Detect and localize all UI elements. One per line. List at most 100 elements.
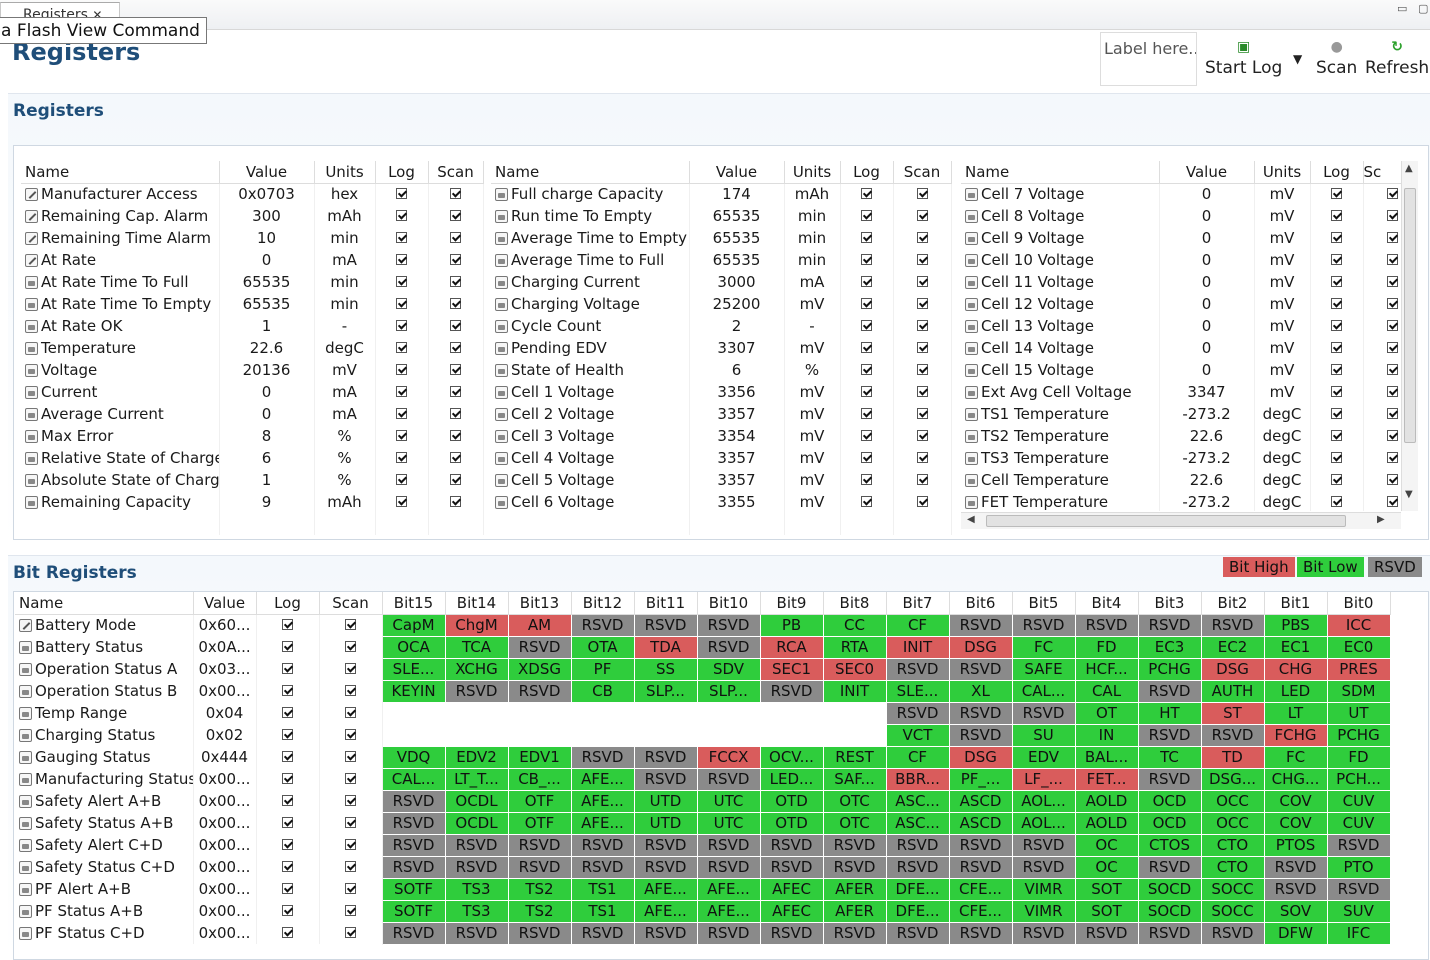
- register-row-cell-2-voltage[interactable]: Cell 2 Voltage 3357 mV: [491, 403, 952, 425]
- bit-cell[interactable]: [507, 723, 572, 747]
- col-header-name[interactable]: Name: [15, 592, 194, 615]
- bit-cell[interactable]: TDA: [633, 635, 698, 659]
- scan-checkbox[interactable]: [916, 408, 928, 419]
- register-row-ts2-temperature[interactable]: TS2 Temperature 22.6 degC: [961, 425, 1401, 447]
- register-row-manufacturer-access[interactable]: Manufacturer Access 0x0703 hex: [21, 183, 484, 205]
- register-row-current[interactable]: Current 0 mA: [21, 381, 484, 403]
- bit-cell[interactable]: VIMR: [1011, 877, 1076, 901]
- bit-register-row-battery-status[interactable]: Battery Status 0x0A... OCA TCA RSVD OTA TDA RSV…: [15, 635, 1391, 659]
- bit-cell[interactable]: RSVD: [507, 833, 572, 857]
- scan-checkbox[interactable]: [916, 342, 928, 353]
- bit-cell[interactable]: LT_T...: [444, 767, 509, 791]
- bit-cell[interactable]: SLE...: [885, 679, 950, 703]
- bit-cell[interactable]: PCH...: [1326, 767, 1391, 791]
- log-checkbox[interactable]: [396, 320, 407, 331]
- bit-cell[interactable]: COV: [1263, 811, 1328, 835]
- bit-cell[interactable]: FET...: [1074, 767, 1139, 791]
- bit-cell[interactable]: AOLD: [1074, 789, 1139, 813]
- bit-cell[interactable]: UTC: [696, 811, 761, 835]
- log-checkbox[interactable]: [396, 408, 407, 419]
- bit-cell[interactable]: CAL...: [381, 767, 446, 791]
- register-row-cell-7-voltage[interactable]: Cell 7 Voltage 0 mV: [961, 183, 1401, 205]
- bit-cell[interactable]: PF_...: [948, 767, 1013, 791]
- register-row-cell-1-voltage[interactable]: Cell 1 Voltage 3356 mV: [491, 381, 952, 403]
- scan-checkbox[interactable]: [1386, 320, 1398, 331]
- log-checkbox[interactable]: [282, 883, 293, 894]
- bit-cell[interactable]: AFE...: [696, 877, 761, 901]
- bit-cell[interactable]: OTF: [507, 789, 572, 813]
- log-checkbox[interactable]: [282, 641, 293, 652]
- bit-cell[interactable]: PRES: [1326, 657, 1391, 681]
- bit-cell[interactable]: TS2: [507, 899, 572, 923]
- bit-cell[interactable]: TCA: [444, 635, 509, 659]
- bit-cell[interactable]: AFER: [822, 877, 887, 901]
- bit-cell[interactable]: RSVD: [381, 855, 446, 879]
- bit-cell[interactable]: RSVD: [1011, 921, 1076, 945]
- scan-checkbox[interactable]: [345, 817, 356, 828]
- register-row-cell-14-voltage[interactable]: Cell 14 Voltage 0 mV: [961, 337, 1401, 359]
- log-checkbox[interactable]: [1331, 430, 1342, 441]
- bit-cell[interactable]: HT: [1137, 701, 1202, 725]
- scan-checkbox[interactable]: [450, 430, 461, 441]
- bit-cell[interactable]: SLP...: [633, 679, 698, 703]
- bit-register-row-operation-status-a[interactable]: Operation Status A 0x03... SLE... XCHG XDSG P…: [15, 657, 1391, 681]
- log-checkbox[interactable]: [396, 364, 407, 375]
- col-header-value[interactable]: Value: [193, 592, 257, 615]
- bit-cell[interactable]: DFE...: [885, 899, 950, 923]
- bit-cell[interactable]: CHG: [1263, 657, 1328, 681]
- scan-checkbox[interactable]: [450, 386, 461, 397]
- bit-cell[interactable]: [507, 701, 572, 725]
- register-row-remaining-cap-alarm[interactable]: Remaining Cap. Alarm 300 mAh: [21, 205, 484, 227]
- register-row-cycle-count[interactable]: Cycle Count 2-: [491, 315, 952, 337]
- scan-checkbox[interactable]: [916, 430, 928, 441]
- scroll-right-icon[interactable]: ▶: [1377, 514, 1385, 525]
- bit-cell[interactable]: SUV: [1326, 899, 1391, 923]
- register-row-voltage[interactable]: Voltage 20136 mV: [21, 359, 484, 381]
- log-checkbox[interactable]: [396, 232, 407, 243]
- bit-cell[interactable]: OCDL: [444, 789, 509, 813]
- bit-cell[interactable]: RSVD: [759, 833, 824, 857]
- register-row-cell-13-voltage[interactable]: Cell 13 Voltage 0 mV: [961, 315, 1401, 337]
- bit-cell[interactable]: RSVD: [1074, 921, 1139, 945]
- register-row-cell-4-voltage[interactable]: Cell 4 Voltage 3357 mV: [491, 447, 952, 469]
- log-checkbox[interactable]: [861, 298, 872, 309]
- bit-register-row-operation-status-b[interactable]: Operation Status B 0x00... KEYIN RSVD RSVD CB…: [15, 679, 1391, 703]
- bit-cell[interactable]: OTC: [822, 789, 887, 813]
- bit-cell[interactable]: RSVD: [696, 921, 761, 945]
- bit-cell[interactable]: OT: [1074, 701, 1139, 725]
- scan-checkbox[interactable]: [1386, 298, 1398, 309]
- scan-checkbox[interactable]: [450, 496, 461, 507]
- bit-cell[interactable]: DSG: [1200, 657, 1265, 681]
- scan-checkbox[interactable]: [1386, 254, 1398, 265]
- registers-horizontal-scrollbar[interactable]: ◀ ▶: [961, 512, 1401, 529]
- scan-checkbox[interactable]: [450, 276, 461, 287]
- register-row-relative-state-of-charge[interactable]: Relative State of Charge 6%: [21, 447, 484, 469]
- scan-checkbox[interactable]: [916, 254, 928, 265]
- log-checkbox[interactable]: [1331, 342, 1342, 353]
- bit-cell[interactable]: ChgM: [444, 613, 509, 637]
- bit-cell[interactable]: TS2: [507, 877, 572, 901]
- bit-cell[interactable]: OTA: [570, 635, 635, 659]
- col-header-bit5[interactable]: Bit5: [1012, 592, 1076, 615]
- bit-cell[interactable]: CTO: [1200, 855, 1265, 879]
- scan-checkbox[interactable]: [450, 320, 461, 331]
- bit-cell[interactable]: RSVD: [885, 855, 950, 879]
- scan-checkbox[interactable]: [1386, 452, 1398, 463]
- register-row-remaining-time-alarm[interactable]: Remaining Time Alarm 10 min: [21, 227, 484, 249]
- bit-cell[interactable]: LF_...: [1011, 767, 1076, 791]
- register-value[interactable]: 300: [219, 205, 315, 227]
- scan-checkbox[interactable]: [345, 707, 356, 718]
- bit-cell[interactable]: RSVD: [759, 855, 824, 879]
- log-checkbox[interactable]: [1331, 452, 1342, 463]
- col-header-units[interactable]: Units: [1254, 161, 1311, 184]
- bit-cell[interactable]: UT: [1326, 701, 1391, 725]
- register-row-at-rate-ok[interactable]: At Rate OK 1-: [21, 315, 484, 337]
- bit-cell[interactable]: ASC...: [885, 789, 950, 813]
- bit-cell[interactable]: AUTH: [1200, 679, 1265, 703]
- col-header-name[interactable]: Name: [21, 161, 220, 184]
- bit-cell[interactable]: EC0: [1326, 635, 1391, 659]
- bit-cell[interactable]: DSG: [948, 635, 1013, 659]
- scan-checkbox[interactable]: [916, 496, 928, 507]
- col-header-bit6[interactable]: Bit6: [949, 592, 1013, 615]
- log-checkbox[interactable]: [282, 773, 293, 784]
